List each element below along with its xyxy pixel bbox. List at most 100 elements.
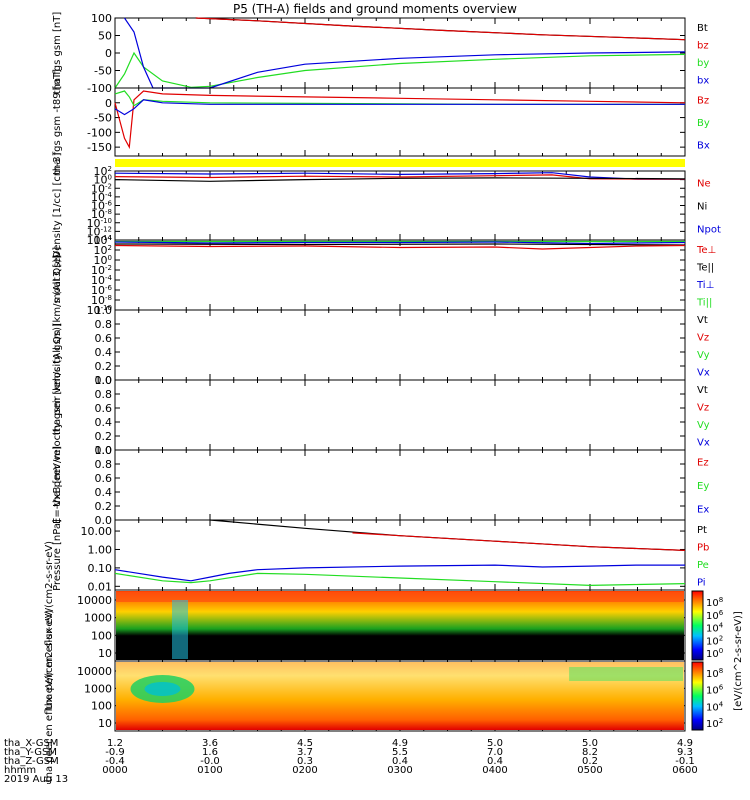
legend-entry: Vy [697,420,710,431]
y-tick-label: 0 [105,47,112,60]
y-tick-label: 1000 [84,682,112,695]
y-tick-label: 1.00 [88,543,113,556]
x-tick-value: 5.5 [392,747,408,758]
y-tick-label: 10-2 [91,264,112,277]
y-tick-label: 10-14 [87,234,113,247]
y-axis-label: tha peer en eflux eV/(cm2-s-sr-eV) [44,610,55,783]
y-tick-label: -100 [87,82,112,95]
y-tick-label: 0.4 [95,416,113,429]
legend-entry: Ex [697,504,709,515]
colorbar-tick-label: 108 [706,667,723,680]
x-tick-value: 0.4 [392,756,408,767]
y-tick-label: 10-4 [91,191,113,204]
x-tick-value: 0100 [197,765,222,776]
y-tick-label: 1.0 [95,374,113,387]
y-tick-label: 10 [98,647,112,660]
y-tick-label: 10000 [77,665,112,678]
panel-density: 10210010-210-410-610-810-1010-1210-14Den… [52,152,721,258]
series-bz [195,17,686,41]
y-tick-label: 100 [91,700,112,713]
series-bx [114,99,685,116]
y-tick-label: 100 [94,254,112,267]
x-tick-value: 1.2 [107,738,123,749]
y-tick-label: 0.0 [95,444,113,457]
panel-peir-eflux: 10000 1000 100 10 tha peir en eflux eV/(cm2-… [44,541,724,710]
legend-entry: Vz [697,402,709,413]
y-tick-label: 0.8 [95,318,113,331]
series-pb [352,532,686,551]
y-axis-label: tha fgs gsm [nT] [52,12,63,95]
colorbar: 108 106 104 102 [691,661,724,731]
y-tick-label: 10-8 [91,294,112,307]
y-tick-label: 10-12 [87,225,112,238]
y-tick-label: 10-4 [91,274,113,287]
series-ti [114,241,686,245]
y-axis-label: E=-VxB [mV/m] [52,446,63,524]
y-tick-label: 0.6 [95,402,113,415]
y-tick-label: 0.2 [95,360,113,373]
y-axis-label: tha peir velocity gsm [km/s (All Qs)] [52,255,63,436]
spectrogram-feature [116,592,684,602]
y-axis-label: Pressure [nPa] [52,519,63,591]
legend-entry: Bx [697,141,710,152]
x-tick-value: 0.2 [582,756,598,767]
x-tick-value: 0000 [102,765,127,776]
colorbar-tick-label: 102 [706,717,723,730]
x-tick-value: -0.4 [105,756,125,767]
y-tick-label: 0.4 [95,346,113,359]
legend-entry: Ni [697,202,707,213]
x-tick-value: 5.0 [582,738,598,749]
legend-entry: Te⊥ [696,245,716,256]
legend-entry: by [697,58,709,69]
x-tick-value: -0.9 [105,747,125,758]
y-tick-label: 50 [98,30,112,43]
x-tick-value: 0.4 [487,756,503,767]
x-tick-value: 4.9 [392,738,408,749]
y-axis-label: tha peir en eflux eV/(cm2-s-sr-eV) [44,541,55,710]
x-tick-value: 7.0 [487,747,503,758]
colorbar-tick-label: 102 [706,634,723,647]
y-tick-label: 102 [94,244,112,257]
spectrogram-feature [172,600,188,659]
legend-entry: Ne [697,179,711,190]
panel-pressure: 10.00 1.00 0.10 0.01 Pressure [nPa] Pt Pb Pe Pi [52,519,709,593]
y-axis-label: moat3 [eV] [52,247,63,303]
y-tick-label: 0.10 [88,562,113,575]
y-tick-label: 10.00 [81,525,113,538]
legend-entry: Vx [697,437,710,448]
x-tick-value: 4.9 [677,738,693,749]
y-tick-label: 10-10 [87,304,112,317]
x-axis-row-label: hhmm [4,765,36,776]
legend-entry: Bt [697,23,708,34]
y-tick-label: 100 [94,174,112,187]
plot-title: P5 (TH-A) fields and ground moments over… [233,2,517,16]
colorbar-tick-label: 104 [706,622,724,635]
y-tick-label: 0.4 [95,486,113,499]
colorbar-label: [eV/(cm^2-s-sr-eV)] [733,611,744,711]
spectrogram-feature [144,682,181,696]
legend-entry: Npot [697,225,721,236]
y-tick-label: 0.8 [95,458,113,471]
series-bx [124,17,686,89]
y-axis-label: tha peer velocity gsm [km/s (All Qs)] [52,323,63,507]
y-tick-label: 10000 [77,594,112,607]
series-pt [209,519,686,551]
status-bar-strip [115,159,685,167]
y-tick-label: 0.0 [95,514,113,527]
y-tick-label: 1000 [84,612,112,625]
legend-entry: By [697,118,710,129]
legend-entry: Vt [697,385,708,396]
x-tick-value: -0.0 [200,756,220,767]
legend-entry: Bz [697,95,709,106]
legend-entry: Pt [697,525,707,536]
x-axis-row-label: 2019 Aug 13 [4,774,68,785]
